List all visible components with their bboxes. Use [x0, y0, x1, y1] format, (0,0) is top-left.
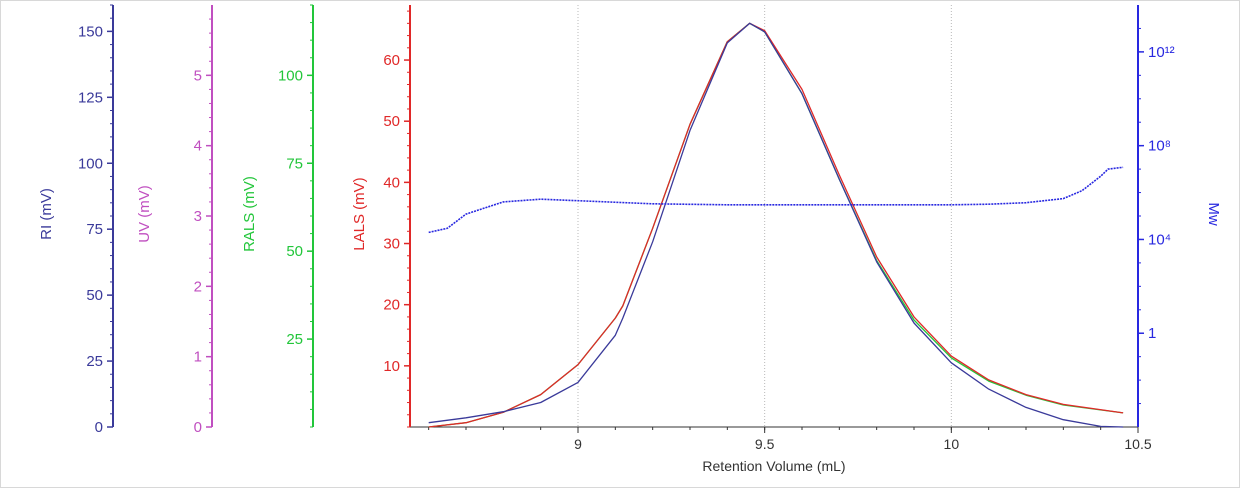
x-axis-label: Retention Volume (mL) [702, 458, 845, 474]
x-axis: 9 9.5 10 10.5 Retention Volume (mL) [428, 427, 1152, 474]
y-tick-label-uv: 0 [194, 419, 202, 436]
y-tick-label-mw: 10⁸ [1148, 138, 1171, 155]
y-tick-label-uv: 5 [194, 67, 202, 84]
y-tick-label-ri: 100 [78, 155, 103, 172]
y-tick-label-ri: 50 [86, 287, 103, 304]
y-axis-title-ri: RI (mV) [38, 188, 55, 240]
x-gridlines [577, 5, 952, 427]
x-tick-label: 10.5 [1124, 436, 1151, 452]
y-tick-label-uv: 1 [194, 349, 202, 366]
y-tick-label-rals: 25 [286, 331, 303, 348]
x-tick-label: 10 [944, 436, 960, 452]
x-tick-label: 9.5 [755, 436, 775, 452]
y-tick-label-lals: 60 [383, 52, 400, 69]
y-axis-title-uv: UV (mV) [136, 185, 153, 243]
y-tick-label-ri: 25 [86, 353, 103, 370]
y-tick-label-ri: 125 [78, 89, 103, 106]
y-tick-label-lals: 10 [383, 358, 400, 375]
series-line-mw [428, 166, 1124, 234]
y-tick-label-ri: 75 [86, 221, 103, 238]
y-tick-label-uv: 4 [194, 138, 202, 155]
y-tick-label-lals: 50 [383, 113, 400, 130]
y-tick-label-rals: 75 [286, 155, 303, 172]
series-line-ri [428, 22, 1124, 428]
y-tick-label-lals: 20 [383, 297, 400, 314]
y-tick-label-mw: 1 [1148, 325, 1156, 342]
series-line-lals [428, 22, 1124, 428]
y-tick-label-ri: 150 [78, 23, 103, 40]
y-tick-label-mw: 10⁴ [1148, 231, 1171, 248]
y-tick-label-ri: 0 [95, 419, 103, 436]
y-tick-label-lals: 30 [383, 236, 400, 253]
y-tick-label-mw: 10¹² [1148, 44, 1175, 61]
y-tick-label-rals: 100 [278, 67, 303, 84]
y-axis-title-mw: Mw [1205, 202, 1222, 225]
y-axis-title-lals: LALS (mV) [351, 177, 368, 250]
y-tick-label-lals: 40 [383, 174, 400, 191]
y-axis-title-rals: RALS (mV) [241, 176, 258, 252]
y-tick-label-uv: 2 [194, 278, 202, 295]
series-lines [428, 22, 1124, 428]
series-line-rals [428, 22, 1124, 428]
y-tick-label-rals: 50 [286, 243, 303, 260]
y-tick-label-uv: 3 [194, 208, 202, 225]
x-tick-label: 9 [574, 436, 582, 452]
